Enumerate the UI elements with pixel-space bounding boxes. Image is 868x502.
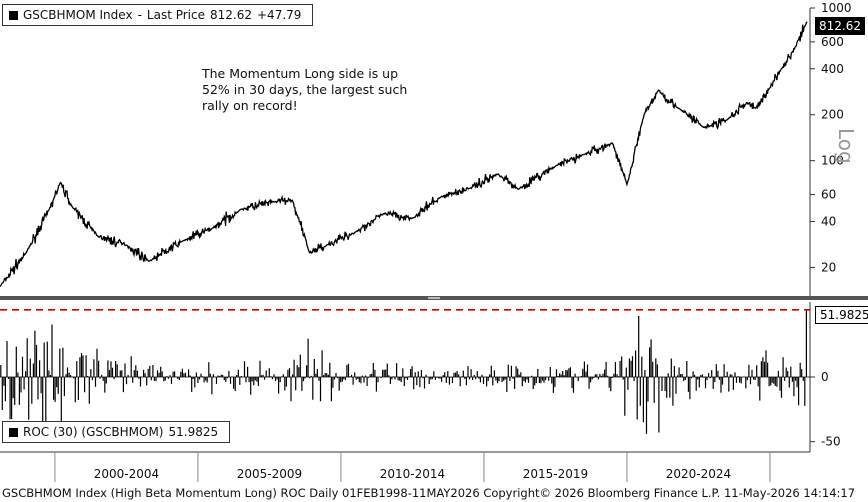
price-panel: 20 40 60 100 200 400 600 1000 [0, 1, 868, 300]
last-roc-tag: 51.9825 [815, 306, 868, 324]
price-y-tick-label: 600 [821, 35, 844, 49]
legend-ticker: GSCBHMOM Index [23, 8, 133, 22]
log-axis-title: Log [834, 128, 858, 164]
roc-legend: ROC (30) (GSCBHMOM) 51.9825 [2, 421, 231, 443]
legend-value: 812.62 [210, 8, 252, 22]
x-period-label: 2015-2019 [523, 467, 588, 481]
legend-field: Last Price [146, 8, 205, 22]
roc-legend-swatch [9, 428, 18, 437]
legend-sep: - [137, 8, 142, 22]
price-y-tick-label: 20 [821, 260, 836, 274]
chart-footer: GSCBHMOM Index (High Beta Momentum Long)… [2, 486, 856, 500]
x-period-label: 2010-2014 [380, 467, 445, 481]
price-series-line [0, 21, 808, 287]
roc-y-tick-label: 0 [821, 370, 829, 384]
x-period-label: 2000-2004 [94, 467, 159, 481]
x-period-label: 2005-2009 [237, 467, 302, 481]
price-y-tick-label: 100 [821, 154, 844, 168]
price-legend-swatch [9, 11, 18, 20]
legend-change: +47.79 [257, 8, 302, 22]
price-y-tick-label: 60 [821, 188, 836, 202]
roc-panel: -50 0 [0, 302, 841, 452]
price-y-tick-label: 40 [821, 214, 836, 228]
divider-grip [428, 297, 440, 299]
price-y-tick-label: 400 [821, 62, 844, 76]
roc-legend-label: ROC (30) (GSCBHMOM) [23, 425, 164, 439]
price-legend: GSCBHMOM Index - Last Price 812.62 +47.79 [2, 4, 314, 26]
roc-histogram-bars [0, 309, 807, 443]
price-y-tick-label: 200 [821, 108, 844, 122]
roc-legend-value: 51.9825 [168, 425, 219, 439]
x-axis: 2000-2004 2005-2009 2010-2014 2015-2019 2020… [0, 451, 810, 482]
roc-y-tick-label: -50 [821, 435, 841, 449]
chart-annotation: The Momentum Long side is up 52% in 30 d… [202, 66, 408, 113]
x-period-label: 2020-2024 [666, 467, 731, 481]
price-y-tick-label: 1000 [821, 1, 852, 15]
last-price-tag: 812.62 [815, 17, 865, 35]
